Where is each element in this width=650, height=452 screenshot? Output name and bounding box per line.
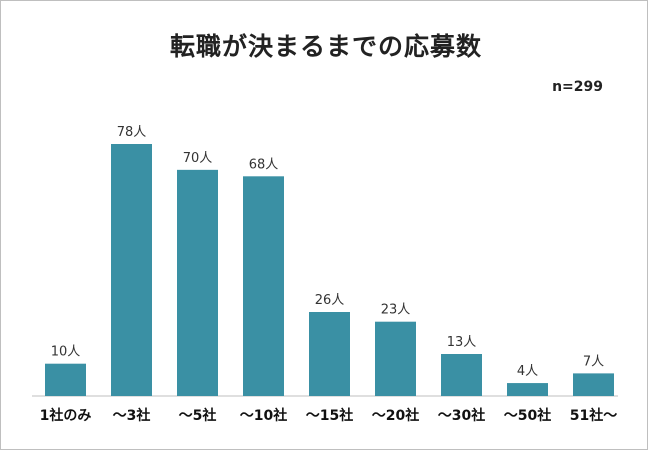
value-labels-group: 10人 78人 70人 68人 26人 23人 13人 4人 7人 [51, 125, 604, 379]
sample-size: n=299 [552, 79, 603, 95]
category-label-7: ～50社 [504, 407, 551, 424]
bar-2 [177, 169, 218, 396]
category-label-3: ～10社 [240, 407, 287, 424]
value-label-0: 10人 [51, 345, 81, 360]
category-label-6: ～30社 [438, 407, 485, 424]
bar-0 [45, 363, 86, 396]
value-label-7: 4人 [517, 364, 538, 379]
bar-5 [375, 321, 416, 396]
category-labels-group: 1社のみ ～3社 ～5社 ～10社 ～15社 ～20社 ～30社 ～50社 51社～ [40, 407, 618, 424]
value-label-6: 13人 [447, 335, 477, 350]
category-label-2: ～5社 [179, 407, 217, 424]
category-label-4: ～15社 [306, 407, 353, 424]
bar-7 [507, 383, 548, 396]
value-label-3: 68人 [249, 157, 279, 172]
bar-4 [309, 312, 350, 396]
chart-title: 転職が決まるまでの応募数 [169, 32, 482, 61]
value-label-8: 7人 [583, 354, 604, 369]
value-label-4: 26人 [315, 293, 345, 308]
category-label-0: 1社のみ [40, 407, 92, 424]
bars-group [45, 144, 614, 396]
bar-6 [441, 354, 482, 396]
value-label-2: 70人 [183, 151, 213, 166]
category-label-1: ～3社 [113, 407, 151, 424]
bar-8 [573, 373, 614, 396]
category-label-5: ～20社 [372, 407, 419, 424]
bar-3 [243, 176, 284, 396]
value-label-1: 78人 [117, 125, 147, 140]
bar-1 [111, 144, 152, 396]
value-label-5: 23人 [381, 303, 411, 318]
category-label-8: 51社～ [570, 407, 617, 424]
